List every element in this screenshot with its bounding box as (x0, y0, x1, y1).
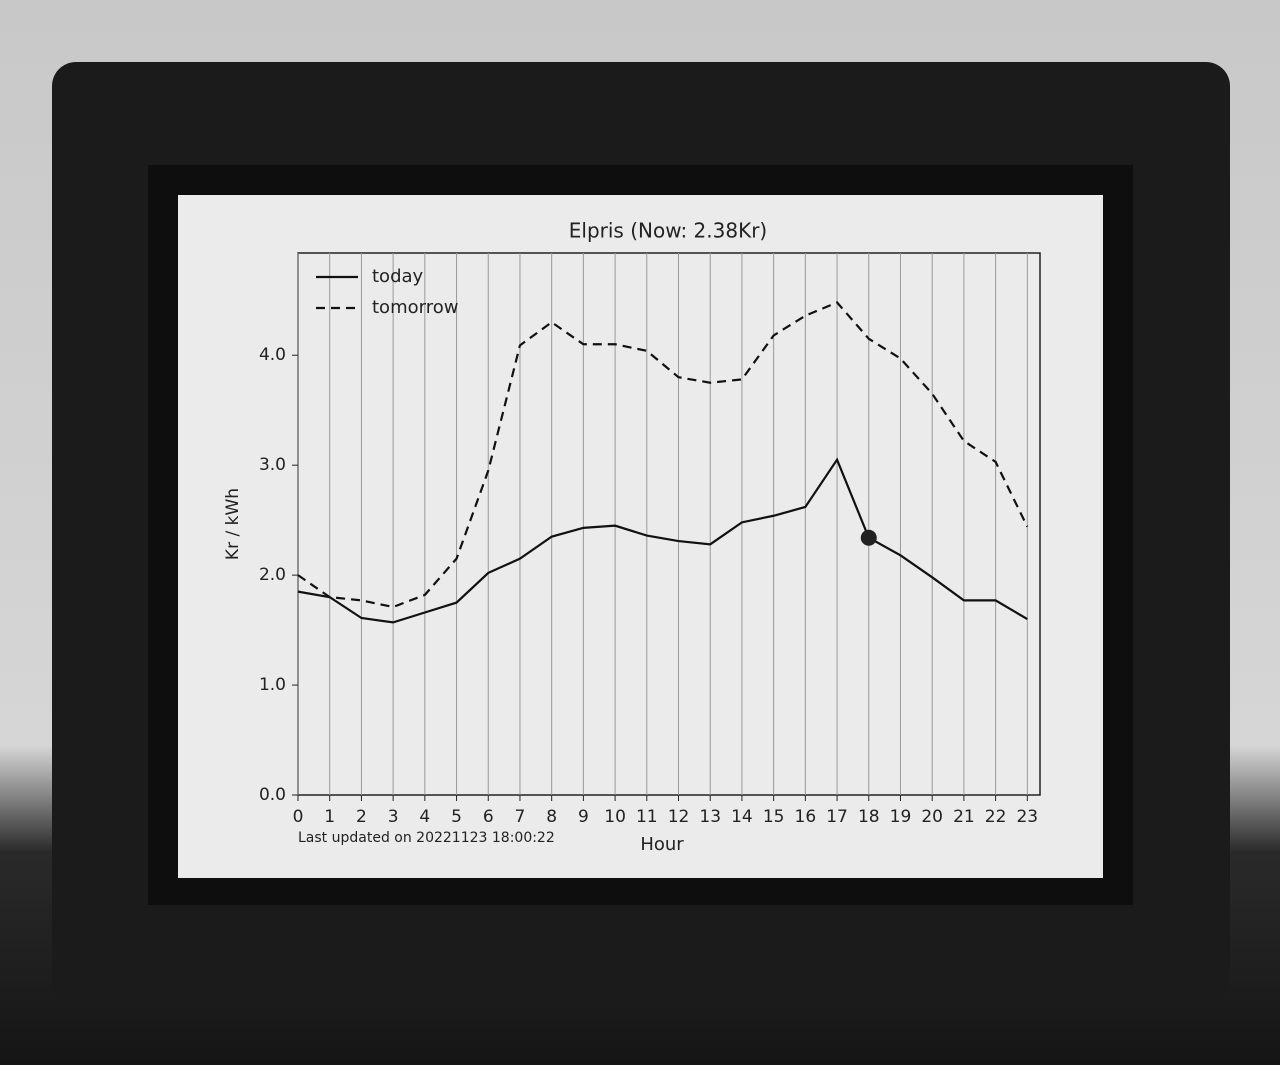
x-tick-label: 16 (795, 807, 817, 827)
x-tick-label: 7 (515, 807, 526, 827)
x-tick-label: 13 (699, 807, 721, 827)
x-tick-label: 9 (578, 807, 589, 827)
x-tick-label: 6 (483, 807, 494, 827)
footnote: Last updated on 20221123 18:00:22 (298, 830, 555, 846)
y-tick-label: 0.0 (259, 785, 286, 805)
y-tick-label: 1.0 (259, 675, 286, 695)
y-axis-label: Kr / kWh (223, 488, 243, 560)
x-tick-label: 20 (921, 807, 943, 827)
chart-title: Elpris (Now: 2.38Kr) (569, 219, 767, 243)
x-tick-label: 11 (636, 807, 658, 827)
x-tick-label: 1 (324, 807, 335, 827)
x-tick-label: 17 (826, 807, 848, 827)
line-0 (297, 457, 1028, 624)
x-tick-label: 3 (388, 807, 399, 827)
x-tick-label: 4 (419, 807, 430, 827)
legend-label: today (372, 266, 424, 287)
x-tick-label: 8 (546, 807, 557, 827)
x-tick-label: 23 (1016, 807, 1038, 827)
x-tick-label: 21 (953, 807, 975, 827)
x-tick-label: 19 (890, 807, 912, 827)
x-tick-label: 12 (668, 807, 690, 827)
y-tick-label: 4.0 (259, 345, 286, 365)
x-tick-label: 18 (858, 807, 880, 827)
x-tick-label: 0 (293, 807, 304, 827)
y-tick-label: 3.0 (259, 455, 286, 475)
x-axis-label: Hour (640, 834, 684, 855)
x-tick-label: 10 (604, 807, 626, 827)
x-tick-label: 15 (763, 807, 785, 827)
y-tick-label: 2.0 (259, 565, 286, 585)
x-tick-label: 22 (985, 807, 1007, 827)
x-tick-label: 5 (451, 807, 462, 827)
x-tick-label: 14 (731, 807, 753, 827)
x-tick-label: 2 (356, 807, 367, 827)
line-1 (297, 301, 1029, 609)
current-marker (860, 529, 877, 546)
legend-label: tomorrow (372, 297, 458, 318)
